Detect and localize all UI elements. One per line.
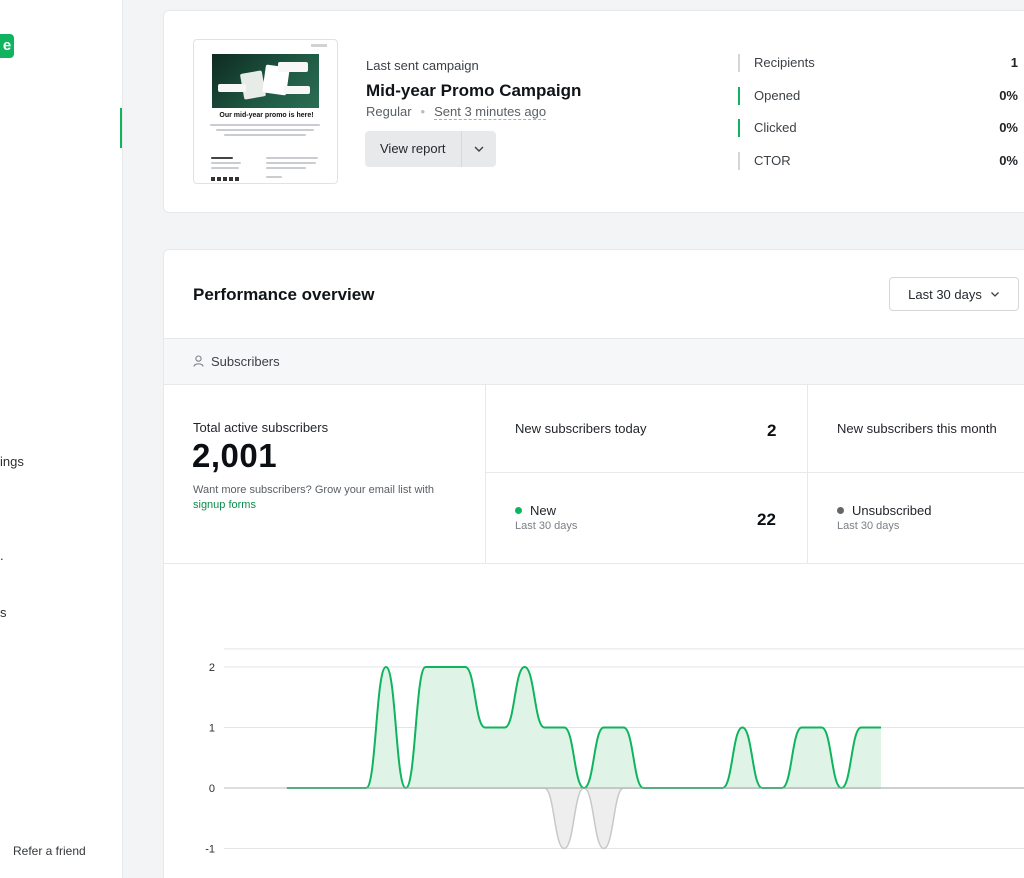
grow-list-help: Want more subscribers? Grow your email l… xyxy=(193,484,435,511)
new-value: 22 xyxy=(757,510,776,529)
stat-value: 0% xyxy=(999,88,1018,103)
new-legend[interactable]: New xyxy=(515,503,556,518)
view-report-button[interactable]: View report xyxy=(365,131,462,167)
stat-value: 1 xyxy=(1010,55,1018,70)
subscribers-section-label: Subscribers xyxy=(211,354,280,369)
chevron-down-icon xyxy=(474,146,484,152)
unsubscribed-legend[interactable]: Unsubscribed xyxy=(837,503,932,518)
thumbnail-social-icons xyxy=(211,177,241,181)
active-nav-indicator xyxy=(120,108,122,148)
logo[interactable]: e xyxy=(0,34,14,58)
user-icon xyxy=(193,355,204,367)
new-today-value: 2 xyxy=(767,421,777,440)
unsubscribed-dot-icon xyxy=(837,507,844,514)
y-tick-label: 0 xyxy=(209,783,215,795)
stat-label: Recipients xyxy=(754,55,815,70)
y-tick-label: 2 xyxy=(209,662,215,674)
total-subscribers-label: Total active subscribers xyxy=(193,420,329,435)
divider xyxy=(807,385,808,564)
campaign-thumbnail[interactable]: Our mid-year promo is here! xyxy=(193,39,338,184)
thumbnail-tag xyxy=(311,44,327,47)
signup-forms-link[interactable]: signup forms xyxy=(193,499,256,511)
thumbnail-title: Our mid-year promo is here! xyxy=(219,112,314,119)
stat-label: CTOR xyxy=(754,153,791,168)
unsubscribed-area xyxy=(287,788,881,849)
unsubscribed-line xyxy=(287,787,881,850)
performance-title: Performance overview xyxy=(193,285,375,304)
divider xyxy=(485,385,486,564)
date-range-label: Last 30 days xyxy=(908,286,982,302)
campaign-meta: Regular • Sent 3 minutes ago xyxy=(366,104,547,120)
thumbnail-hero-image xyxy=(212,54,319,108)
new-today-label: New subscribers today xyxy=(515,421,647,436)
stat-clicked: Clicked 0% xyxy=(738,119,1018,139)
divider xyxy=(485,472,1024,473)
chevron-down-icon xyxy=(990,291,999,297)
refer-a-friend-link[interactable]: Refer a friend xyxy=(13,844,86,858)
stat-label: Clicked xyxy=(754,120,797,135)
y-tick-label: 1 xyxy=(209,723,215,735)
stat-recipients: Recipients 1 xyxy=(738,54,1018,74)
stat-opened: Opened 0% xyxy=(738,87,1018,107)
subscribers-chart: 2 1 0 -1 xyxy=(205,648,1024,856)
y-tick-label: -1 xyxy=(205,844,215,856)
campaign-label: Last sent campaign xyxy=(366,58,479,73)
new-dot-icon xyxy=(515,507,522,514)
campaign-sent-time[interactable]: Sent 3 minutes ago xyxy=(434,104,547,120)
divider xyxy=(164,563,1024,564)
view-report-button-group: View report xyxy=(365,131,496,167)
new-month-label: New subscribers this month xyxy=(837,421,997,436)
stat-ctor: CTOR 0% xyxy=(738,152,1018,172)
stat-value: 0% xyxy=(999,120,1018,135)
date-range-select[interactable]: Last 30 days xyxy=(889,277,1019,311)
campaign-type: Regular xyxy=(366,104,412,119)
unsubscribed-period: Last 30 days xyxy=(837,520,900,532)
view-report-dropdown-button[interactable] xyxy=(461,131,496,167)
sidebar-item-fragment[interactable]: . xyxy=(0,548,4,563)
total-subscribers-value: 2,001 xyxy=(192,437,278,474)
last-campaign-card: Our mid-year promo is here! Last sent ca… xyxy=(163,10,1024,213)
sidebar: e ings . s Refer a friend xyxy=(0,0,123,878)
stat-label: Opened xyxy=(754,88,801,103)
stat-value: 0% xyxy=(999,153,1018,168)
campaign-title[interactable]: Mid-year Promo Campaign xyxy=(366,81,582,100)
sidebar-item-settings-fragment[interactable]: ings xyxy=(0,454,24,469)
performance-overview-card: Performance overview Last 30 days Subscr… xyxy=(163,249,1024,878)
sidebar-item-fragment[interactable]: s xyxy=(0,605,7,620)
new-period: Last 30 days xyxy=(515,520,578,532)
subscribers-section-header[interactable]: Subscribers xyxy=(164,338,1024,385)
